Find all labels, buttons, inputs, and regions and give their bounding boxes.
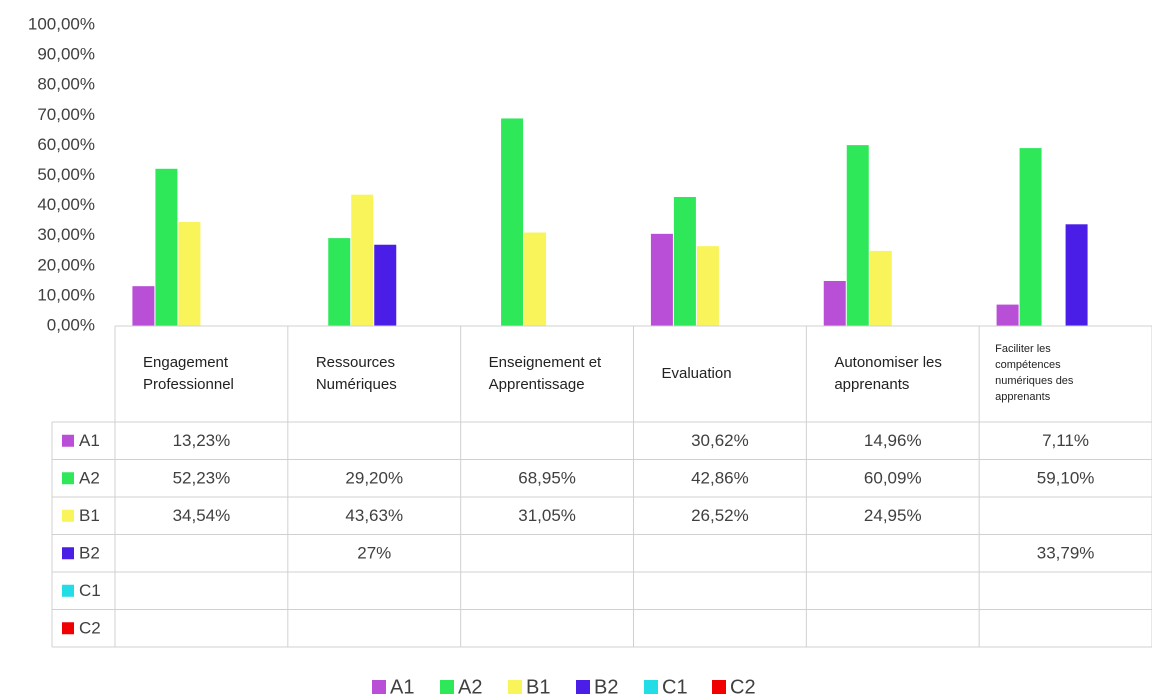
y-tick-label: 10,00% bbox=[37, 285, 95, 304]
series-label: C1 bbox=[79, 581, 101, 600]
x-tick-label: Autonomiser les apprenants bbox=[834, 354, 942, 393]
x-tick-label: Enseignement et Apprentissage bbox=[488, 354, 602, 393]
bar bbox=[996, 304, 1019, 326]
table-value: 42,86% bbox=[691, 469, 749, 488]
bar bbox=[524, 232, 547, 326]
legend-key bbox=[62, 509, 74, 522]
series-label: A2 bbox=[79, 469, 100, 488]
table-value: 13,23% bbox=[173, 431, 231, 450]
y-tick-label: 30,00% bbox=[37, 225, 95, 244]
legend-key bbox=[712, 680, 726, 694]
bar bbox=[1065, 224, 1088, 326]
bar bbox=[155, 168, 178, 326]
legend-key bbox=[508, 680, 522, 694]
series-label: B2 bbox=[79, 544, 100, 563]
bar bbox=[501, 118, 524, 326]
y-tick-label: 100,00% bbox=[28, 14, 95, 33]
y-tick-label: 40,00% bbox=[37, 195, 95, 214]
y-tick-label: 60,00% bbox=[37, 135, 95, 154]
table-value: 29,20% bbox=[345, 469, 403, 488]
bar bbox=[823, 280, 846, 326]
table-value: 30,62% bbox=[691, 431, 749, 450]
bar bbox=[374, 244, 397, 326]
table-value: 24,95% bbox=[864, 506, 922, 525]
legend-key bbox=[62, 622, 74, 635]
legend-key bbox=[62, 584, 74, 597]
legend-key bbox=[576, 680, 590, 694]
bar bbox=[328, 238, 351, 326]
x-tick-label: Engagement Professionnel bbox=[143, 354, 234, 393]
x-tick-label: Ressources Numériques bbox=[315, 354, 397, 393]
legend-key bbox=[62, 434, 74, 447]
y-tick-label: 0,00% bbox=[47, 315, 95, 334]
y-tick-label: 50,00% bbox=[37, 165, 95, 184]
legend-label: C2 bbox=[730, 676, 756, 698]
series-label: A1 bbox=[79, 431, 100, 450]
table-value: 7,11% bbox=[1042, 431, 1089, 450]
legend-key bbox=[440, 680, 454, 694]
table-value: 34,54% bbox=[173, 506, 231, 525]
y-tick-label: 90,00% bbox=[37, 45, 95, 64]
y-tick-label: 70,00% bbox=[37, 105, 95, 124]
table-value: 26,52% bbox=[691, 506, 749, 525]
legend-label: C1 bbox=[662, 676, 688, 698]
table-value: 52,23% bbox=[173, 469, 231, 488]
legend-key bbox=[62, 472, 74, 485]
table-value: 33,79% bbox=[1037, 544, 1095, 563]
series-label: C2 bbox=[79, 619, 101, 638]
legend-label: B2 bbox=[594, 676, 618, 698]
bar bbox=[178, 222, 201, 326]
bar bbox=[650, 233, 673, 326]
bar bbox=[696, 246, 719, 326]
table-value: 68,95% bbox=[518, 469, 576, 488]
table-value: 31,05% bbox=[518, 506, 576, 525]
table-value: 43,63% bbox=[345, 506, 403, 525]
table-value: 27% bbox=[357, 544, 391, 563]
y-tick-label: 80,00% bbox=[37, 75, 95, 94]
legend-key bbox=[644, 680, 658, 694]
bar bbox=[846, 145, 869, 326]
legend-key bbox=[62, 547, 74, 560]
bar bbox=[1019, 148, 1042, 326]
legend-key bbox=[372, 680, 386, 694]
x-tick-label: Faciliter les compétences numériques des… bbox=[995, 343, 1074, 403]
legend-label: B1 bbox=[526, 676, 550, 698]
bar bbox=[351, 194, 374, 326]
table-value: 14,96% bbox=[864, 431, 922, 450]
x-tick-label: Evaluation bbox=[661, 365, 732, 383]
bar bbox=[132, 286, 155, 326]
table-value: 59,10% bbox=[1037, 469, 1095, 488]
bar bbox=[869, 250, 892, 326]
bar bbox=[673, 196, 696, 326]
legend-label: A2 bbox=[458, 676, 482, 698]
table-value: 60,09% bbox=[864, 469, 922, 488]
series-label: B1 bbox=[79, 506, 100, 525]
legend-label: A1 bbox=[390, 676, 414, 698]
y-tick-label: 20,00% bbox=[37, 255, 95, 274]
